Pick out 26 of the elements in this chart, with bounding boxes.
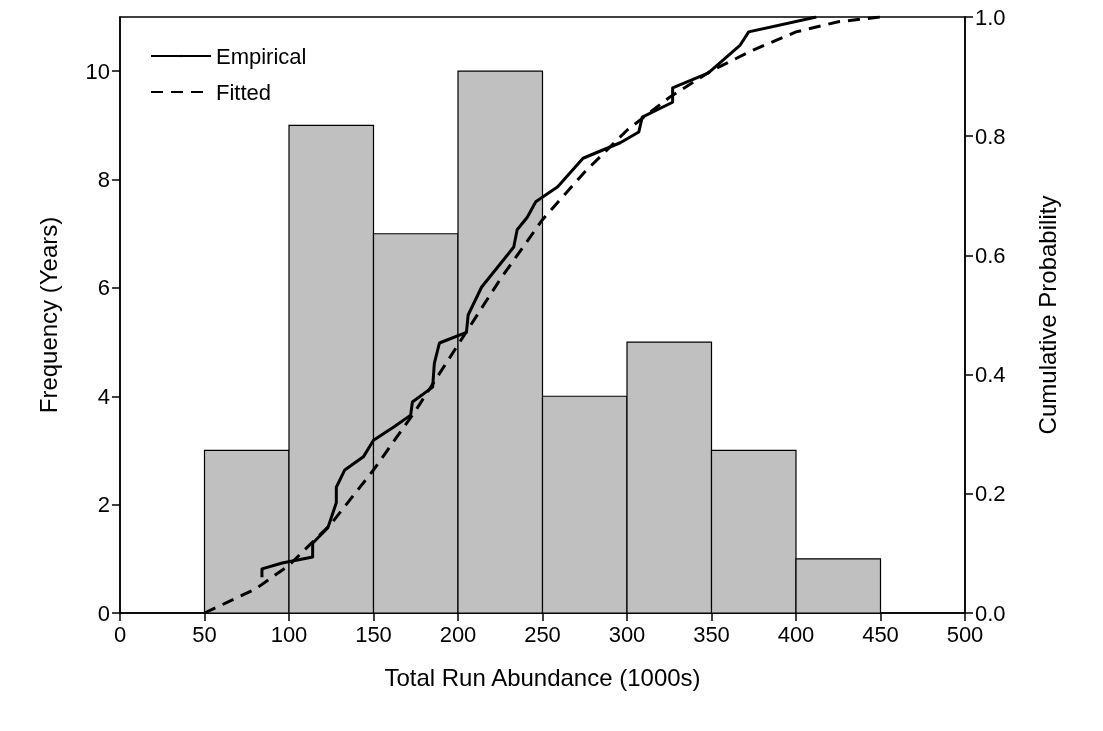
x-tick-label: 200: [439, 621, 477, 647]
y2-tick-label: 1.0: [975, 4, 1006, 30]
x-tick-label: 300: [608, 621, 646, 647]
legend-label: Fitted: [216, 79, 272, 105]
y2-tick-label: 0.8: [975, 123, 1006, 149]
x-tick-label: 50: [192, 621, 217, 647]
x-tick-label: 400: [777, 621, 815, 647]
y-tick-label: 0: [97, 600, 110, 626]
y-tick-label: 10: [85, 58, 110, 84]
y2-axis-title: Cumulative Probability: [1033, 195, 1061, 435]
y2-tick-label: 0.4: [975, 362, 1006, 388]
x-tick-label: 450: [862, 621, 899, 647]
x-tick-label: 150: [355, 621, 392, 647]
x-tick-label: 250: [524, 621, 561, 647]
y2-tick-label: 0.6: [975, 242, 1006, 268]
y-tick-label: 2: [97, 492, 110, 518]
legend-label: Empirical: [216, 43, 307, 69]
y2-tick-label: 0.2: [975, 481, 1006, 507]
y-tick-label: 4: [97, 383, 110, 409]
x-tick-label: 100: [270, 621, 308, 647]
x-tick-label: 350: [693, 621, 730, 647]
x-tick-label: 0: [113, 621, 127, 647]
x-axis-title: Total Run Abundance (1000s): [384, 663, 701, 691]
y-tick-label: 8: [97, 167, 110, 193]
y-tick-label: 6: [97, 275, 110, 301]
y-axis-title: Frequency (Years): [34, 216, 62, 414]
